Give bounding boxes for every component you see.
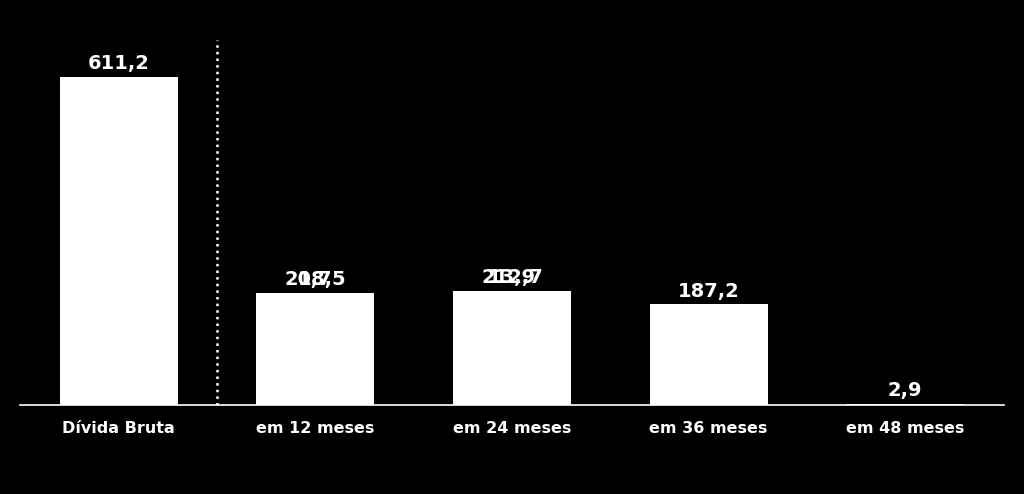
Legend: Empréstimos e Financiamentos, Debêntures, Obrigações decorrentes de aquisições l: Empréstimos e Financiamentos, Debêntures…	[199, 492, 963, 494]
Bar	[846, 404, 965, 405]
Text: 208,5: 208,5	[285, 270, 346, 289]
Bar	[256, 293, 375, 405]
Text: 212,7: 212,7	[481, 268, 543, 287]
Text: 187,2: 187,2	[678, 282, 739, 301]
Text: 1,7: 1,7	[298, 248, 333, 289]
Bar	[649, 304, 768, 405]
Bar	[59, 77, 178, 405]
Bar	[453, 291, 571, 405]
Text: 13,9: 13,9	[488, 246, 536, 287]
Text: 611,2: 611,2	[88, 54, 150, 73]
Text: 2,9: 2,9	[888, 381, 923, 400]
